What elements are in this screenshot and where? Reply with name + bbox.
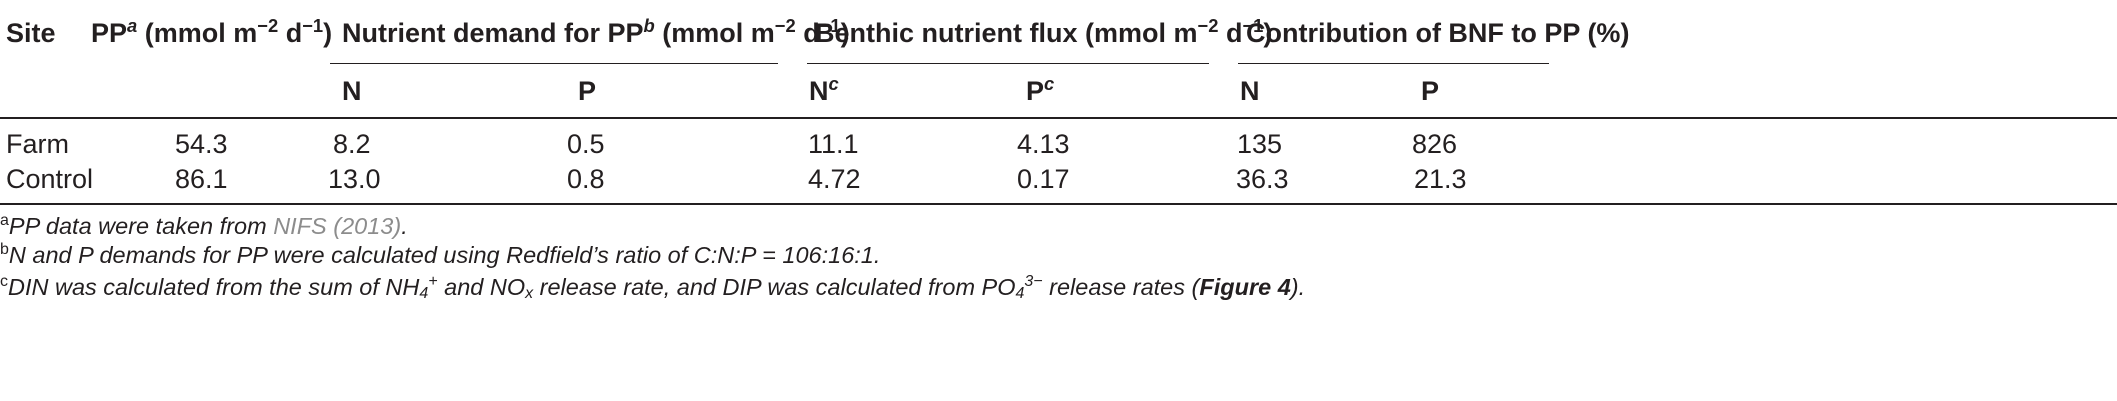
group-rule-contribution	[1238, 63, 1549, 64]
cell-flux-n-control: 4.72	[808, 164, 861, 194]
table-bottom-rule	[0, 203, 2117, 205]
group-rule-demand	[330, 63, 778, 64]
cell-demand-n-control: 13.0	[328, 164, 381, 194]
cell-contribution-n-control: 36.3	[1236, 164, 1289, 194]
subheader-demand-p: P	[578, 76, 597, 106]
figure-4-link[interactable]: Figure 4	[1199, 274, 1291, 300]
subheader-demand-n: N	[342, 76, 362, 106]
group-rule-flux	[807, 63, 1209, 64]
subheader-contribution-p: P	[1421, 76, 1440, 106]
cell-site-farm: Farm	[6, 129, 69, 159]
header-rule	[0, 117, 2117, 119]
cell-site-control: Control	[6, 164, 94, 194]
header-benthic-flux: Benthic nutrient flux (mmol m−2 d−1)	[815, 14, 1273, 48]
subheader-flux-n: Nc	[809, 72, 839, 106]
subheader-flux-p: Pc	[1026, 72, 1055, 106]
header-contribution: Contribution of BNF to PP (%)	[1246, 18, 1630, 48]
nifs-2013-link[interactable]: NIFS (2013)	[273, 213, 402, 239]
cell-contribution-n-farm: 135	[1237, 129, 1283, 159]
subheader-contribution-n: N	[1240, 76, 1260, 106]
footnote-a: aPP data were taken from NIFS (2013).	[0, 212, 408, 239]
cell-contribution-p-farm: 826	[1412, 129, 1458, 159]
header-pp: PPa (mmol m−2 d−1)	[91, 14, 333, 48]
header-site: Site	[6, 18, 56, 48]
cell-flux-n-farm: 11.1	[808, 129, 859, 159]
cell-pp-control: 86.1	[175, 164, 228, 194]
cell-contribution-p-control: 21.3	[1414, 164, 1467, 194]
footnote-c: cDIN was calculated from the sum of NH4+…	[0, 273, 1306, 303]
cell-flux-p-farm: 4.13	[1017, 129, 1070, 159]
cell-demand-n-farm: 8.2	[333, 129, 371, 159]
header-nutrient-demand: Nutrient demand for PPb (mmol m−2 d−1)	[342, 14, 850, 48]
cell-pp-farm: 54.3	[175, 129, 228, 159]
cell-demand-p-control: 0.8	[567, 164, 605, 194]
cell-demand-p-farm: 0.5	[567, 129, 605, 159]
cell-flux-p-control: 0.17	[1017, 164, 1070, 194]
footnote-b: bN and P demands for PP were calculated …	[0, 241, 881, 268]
